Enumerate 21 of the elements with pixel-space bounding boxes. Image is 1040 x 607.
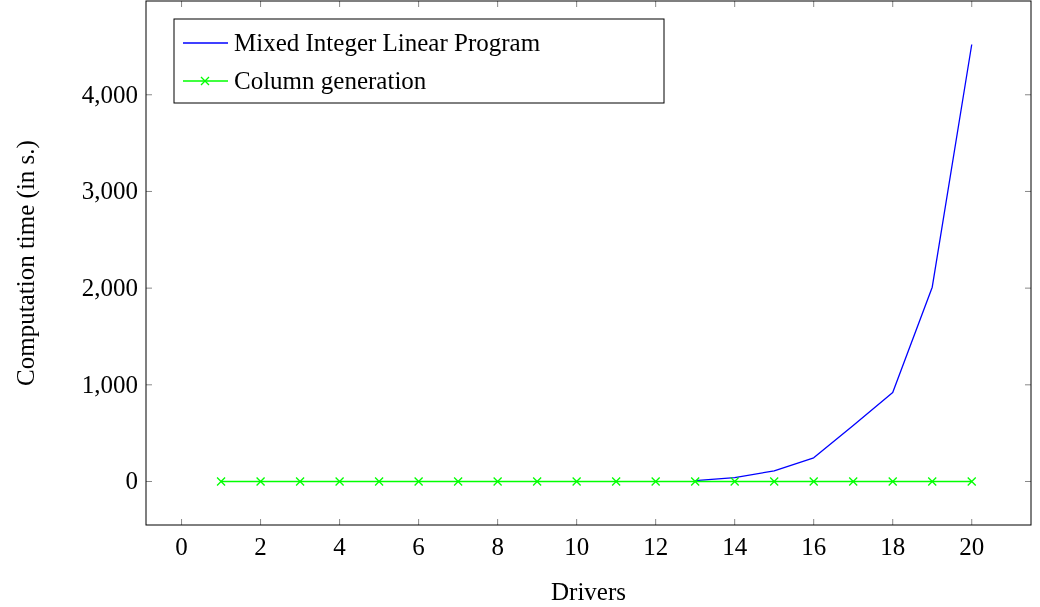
x-tick-label: 20 — [959, 533, 985, 560]
x-tick-label: 2 — [254, 533, 267, 560]
legend-label: Column generation — [234, 67, 427, 94]
x-tick-label: 12 — [643, 533, 669, 560]
line-series — [694, 43, 973, 482]
y-tick-label: 0 — [125, 467, 138, 495]
y-tick-label: 3,000 — [81, 177, 138, 205]
x-tick-label: 10 — [564, 533, 590, 560]
y-tick-label: 4,000 — [81, 80, 138, 108]
y-tick-label: 1,000 — [81, 370, 138, 398]
x-tick-label: 0 — [175, 533, 188, 560]
x-tick-label: 18 — [880, 533, 906, 560]
x-tick-label: 16 — [801, 533, 827, 560]
x-tick-label: 4 — [333, 533, 347, 560]
y-axis-title: Computation time (in s.) — [12, 140, 40, 386]
x-tick-label: 14 — [722, 533, 748, 560]
x-tick-label: 6 — [412, 533, 425, 560]
y-tick-label: 2,000 — [81, 274, 138, 302]
legend-label: Mixed Integer Linear Program — [234, 29, 541, 56]
x-axis-title: Drivers — [551, 578, 626, 605]
x-tick-label: 8 — [491, 533, 504, 560]
